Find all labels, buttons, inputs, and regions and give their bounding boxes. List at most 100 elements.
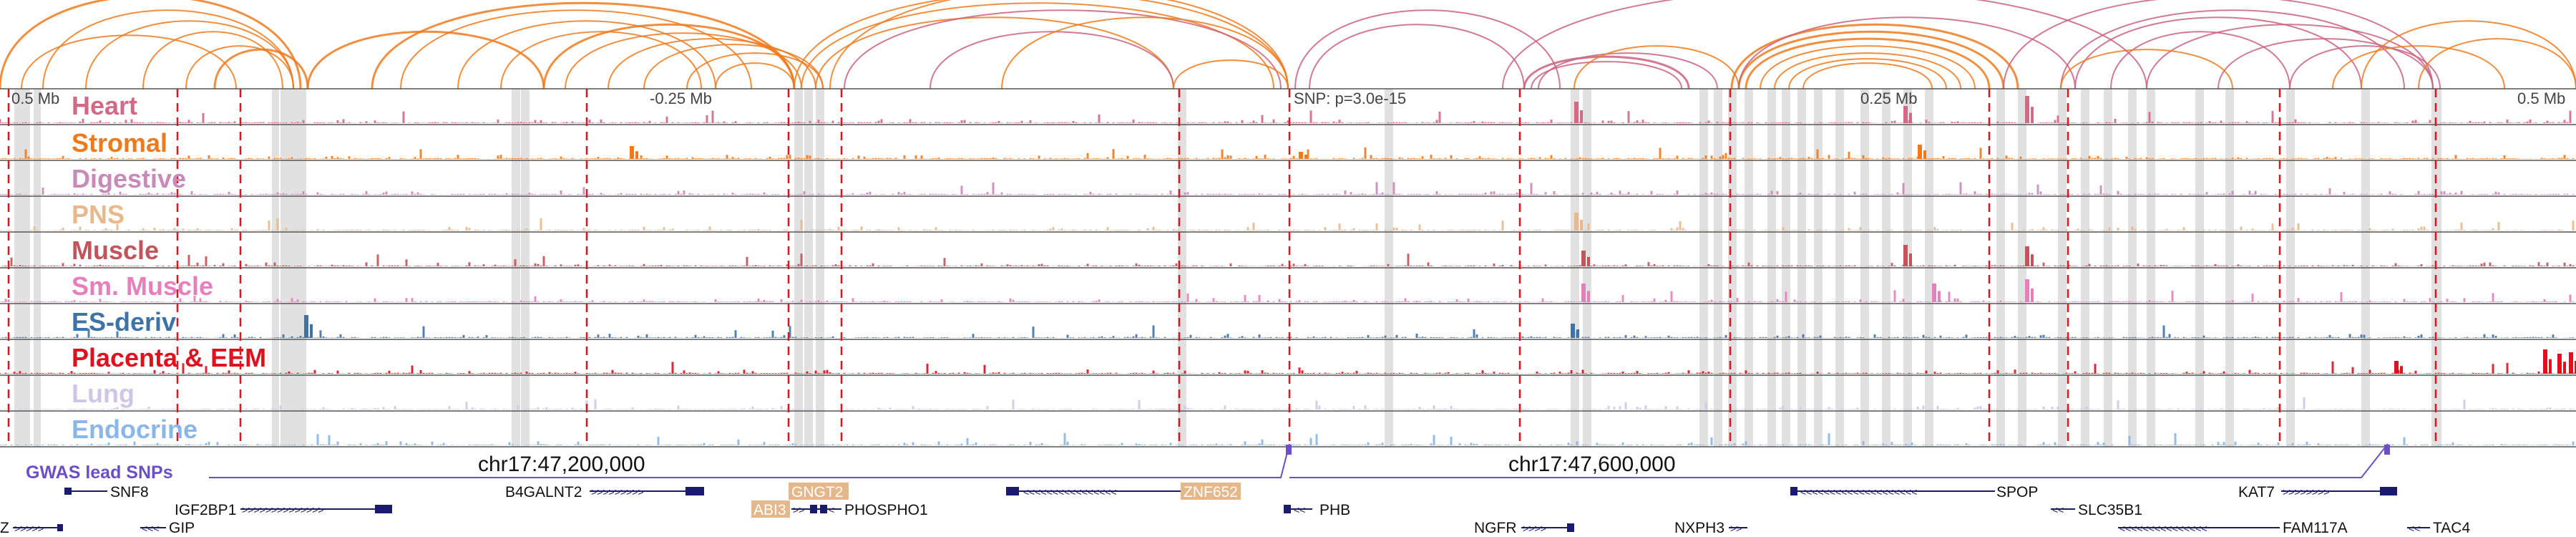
track-label-heart: Heart <box>72 91 137 120</box>
interaction-arc <box>565 32 802 90</box>
interaction-arc <box>1531 61 1682 90</box>
track-separators <box>0 88 2576 448</box>
interaction-arc <box>643 44 824 90</box>
interaction-arc <box>371 1 796 90</box>
svg-text:<<<<<<<<<<<<<<<<: <<<<<<<<<<<<<<<< <box>1023 486 1117 498</box>
signal-peak <box>2563 362 2566 374</box>
svg-text:<<: << <box>1294 504 1305 516</box>
interaction-arc <box>0 0 302 90</box>
ruler: 0.5 Mb -0.25 Mb SNP: p=3.0e-15 0.25 Mb 0… <box>11 90 2565 107</box>
interaction-arc <box>1738 16 2076 90</box>
coordinate-label-left: chr17:47,200,000 <box>478 453 645 476</box>
signal-track-8 <box>0 397 2575 410</box>
svg-text:<<<: <<< <box>142 523 160 534</box>
track-label-lung: Lung <box>72 379 135 408</box>
track-labels: Heart Stromal Digestive PNS Muscle Sm. M… <box>72 91 266 444</box>
interaction-arc <box>829 0 1289 90</box>
signal-peak <box>1932 284 1936 302</box>
gene-label-phb: PHB <box>1319 502 1350 518</box>
interaction-arc <box>142 31 283 90</box>
signal-peak <box>304 315 308 338</box>
interaction-arc <box>213 48 309 90</box>
track-label-muscle: Muscle <box>72 236 159 265</box>
interaction-arc <box>1802 62 1933 90</box>
signal-peak <box>1576 329 1579 338</box>
ruler-mid-left-label: -0.25 Mb <box>650 90 712 107</box>
gene-label-slc35b1: SLC35B1 <box>2078 502 2142 518</box>
interaction-arc <box>1774 52 1961 90</box>
signal-tracks <box>0 96 2576 445</box>
interaction-arc <box>1730 23 2019 90</box>
coordinate-label-right: chr17:47,600,000 <box>1508 453 1676 476</box>
gene-label-abi3: ABI3 <box>753 502 786 518</box>
interaction-arc <box>2060 49 2233 90</box>
signal-peak <box>2575 361 2576 374</box>
signal-peak <box>2025 246 2029 266</box>
interaction-arc <box>1737 30 2005 90</box>
interaction-arc <box>2074 16 2362 90</box>
interaction-arc <box>686 52 824 90</box>
svg-text:<<: << <box>2052 504 2064 516</box>
interaction-arc <box>542 23 796 90</box>
signal-peak <box>2569 352 2573 374</box>
svg-text:>>>>>>>>>: >>>>>>>>> <box>591 486 644 498</box>
interaction-arc <box>2332 45 2505 90</box>
signal-peak <box>1923 150 1926 159</box>
interaction-arc <box>21 34 237 90</box>
signal-peak <box>2543 349 2547 374</box>
signal-track-1 <box>0 147 2575 159</box>
signal-peak <box>2557 354 2562 374</box>
interaction-arc <box>2418 38 2576 90</box>
svg-text:>>>>>: >>>>> <box>14 523 44 534</box>
interaction-arc <box>1294 9 1561 90</box>
gene-b4galnt2: B4GALNT2 >>>>>>>>> <box>505 484 704 500</box>
svg-text:<<: << <box>2409 523 2420 534</box>
signal-peak <box>1304 155 1307 159</box>
interaction-arc <box>930 31 1174 90</box>
interaction-arc <box>715 62 795 90</box>
signal-peak <box>1587 291 1590 302</box>
interaction-arc <box>1538 52 1718 90</box>
signal-peak <box>1581 284 1586 302</box>
gene-phb: << PHB <box>1284 502 1350 518</box>
gene-nxph3: NXPH3 >> <box>1674 520 1747 536</box>
gene-label-z: Z <box>0 520 9 536</box>
svg-text:>>>>: >>>> <box>1523 523 1546 534</box>
interaction-arc <box>801 2 1274 90</box>
signal-track-3 <box>0 218 2575 231</box>
enhancer-boundary-lines <box>7 89 2437 447</box>
gene-label-gngt2: GNGT2 <box>791 484 843 500</box>
track-label-sm-muscle: Sm. Muscle <box>72 271 213 301</box>
gene-slc35b1: << SLC35B1 <box>2051 502 2142 518</box>
svg-text:>>: >> <box>793 504 804 516</box>
signal-peak <box>1903 245 1908 266</box>
ruler-right-label: 0.5 Mb <box>2517 90 2565 107</box>
interaction-arc <box>815 16 1174 90</box>
gene-label-nxph3: NXPH3 <box>1674 520 1724 536</box>
gene-label-ngfr: NGFR <box>1474 520 1517 536</box>
interaction-arc <box>457 20 716 90</box>
signal-peak <box>2031 288 2034 302</box>
interaction-arc <box>608 38 816 90</box>
signal-peak <box>310 324 313 338</box>
gene-label-b4galnt2: B4GALNT2 <box>505 484 582 500</box>
interaction-arc <box>794 0 1289 90</box>
gwas-link-line <box>1289 443 2389 478</box>
gene-gip: <<< GIP <box>140 520 195 536</box>
gene-znf652: <<<<<<<<<<<<<<<< ZNF652 <box>1006 483 1241 500</box>
gene-ngfr: NGFR >>>> <box>1474 520 1574 536</box>
signal-peak <box>1299 152 1303 159</box>
track-label-digestive: Digestive <box>72 164 186 193</box>
signal-peak <box>2025 96 2029 123</box>
signal-peak <box>1571 324 1575 338</box>
signal-peak <box>2394 361 2399 374</box>
interaction-arc <box>2110 31 2290 90</box>
gene-label-tac4: TAC4 <box>2433 520 2470 536</box>
gwas-track: GWAS lead SNPs <box>26 443 2390 483</box>
svg-text:>>>>>>>>: >>>>>>>> <box>2283 486 2329 498</box>
interaction-arc <box>1745 37 1991 90</box>
gene-gngt2: GNGT2 <box>789 483 849 500</box>
gene-label-fam117a: FAM117A <box>2283 520 2348 536</box>
track-label-stromal: Stromal <box>72 128 167 158</box>
signal-peak <box>1918 145 1922 159</box>
